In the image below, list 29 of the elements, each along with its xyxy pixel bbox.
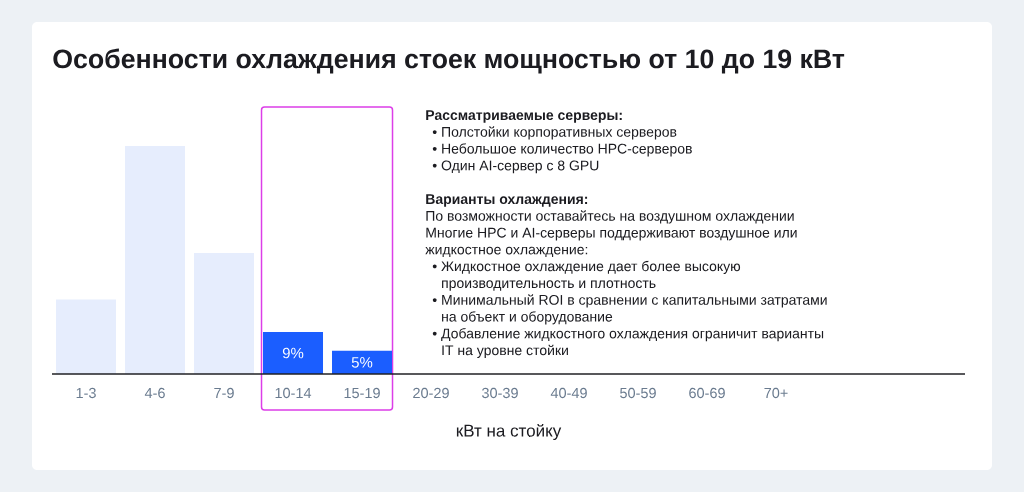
x-tick-label: 50-59: [620, 387, 656, 399]
annotation: По возможности оставайтесь на воздушном охлаждении: [426, 210, 794, 224]
x-tick-label: 40-49: [550, 387, 587, 399]
x-tick-label: 70+: [764, 387, 788, 399]
annotation: Варианты охлаждения:: [426, 194, 588, 207]
data-label: 5%: [351, 357, 373, 368]
text: • Полстойки корпоративных серверов: [432, 126, 677, 140]
data-label: 9%: [282, 347, 304, 359]
annotation: Многие HPC и AI-серверы поддерживают воздушное или жидкостное охлаждение:: [425, 227, 797, 258]
x-tick-label: 20-29: [413, 387, 449, 399]
bar: [56, 299, 117, 374]
text: Рассматриваемые серверы:: [426, 110, 622, 123]
x-tick-label: 30-39: [482, 387, 518, 399]
annotation: • Минимальный ROI в сравнении с капитальными затратами на объект и оборудование: [432, 294, 827, 325]
bar: [194, 253, 255, 374]
x-tick-label: 10-14: [275, 387, 312, 399]
annotation: • Один AI-сервер с 8 GPU: [432, 160, 599, 174]
x-tick-label: 7-9: [214, 387, 234, 399]
bar: [125, 145, 186, 374]
bar: [263, 332, 324, 374]
x-tick-label: 1-3: [76, 387, 96, 399]
x-axis-title: кВт на стойку: [456, 423, 562, 441]
x-tick-label: 60-69: [689, 387, 725, 399]
chart-title: Особенности охлаждения стоек мощностью от 10 до 19 кВт: [53, 48, 845, 74]
annotation: • Добавление жидкостного охлаждения ограничит варианты IT на уровне стойки: [432, 328, 824, 358]
x-tick-label: 15-19: [344, 387, 380, 399]
x-tick-label: 4-6: [144, 387, 165, 399]
annotation: • Небольшое количество HPC-серверов: [432, 143, 692, 157]
annotation: • Жидкостное охлаждение дает более высокую производительность и плотность: [432, 260, 741, 291]
